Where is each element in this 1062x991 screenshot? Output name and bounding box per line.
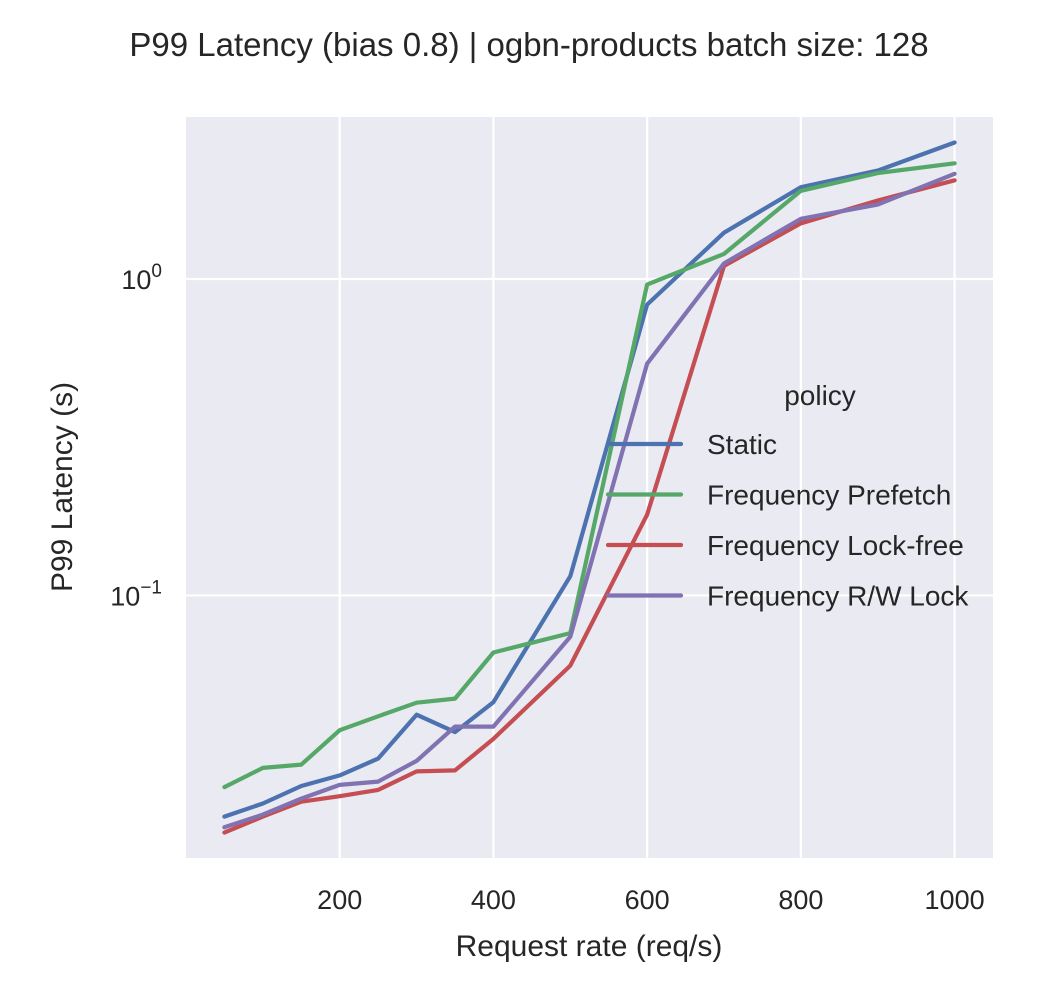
series-lines [222, 140, 957, 835]
x-tick-label: 800 [778, 885, 823, 915]
legend-label: Frequency R/W Lock [707, 581, 969, 612]
legend: policy Static Frequency Prefetch Frequency… [605, 380, 969, 612]
x-tick-label: 200 [317, 885, 362, 915]
legend-label: Frequency Prefetch [707, 480, 951, 511]
x-axis-label: Request rate (req/s) [456, 930, 723, 963]
grid [186, 117, 993, 858]
series-line-frequency-r-w-lock [222, 171, 957, 830]
x-tick-label: 400 [471, 885, 516, 915]
x-tick-label: 1000 [925, 885, 985, 915]
legend-label: Frequency Lock-free [707, 530, 964, 561]
y-tick-label: 10−1 [110, 577, 162, 611]
series-line-static [222, 140, 957, 819]
chart-title: P99 Latency (bias 0.8) | ogbn-products b… [129, 26, 928, 63]
x-tick-label: 600 [625, 885, 670, 915]
y-axis-label: P99 Latency (s) [46, 382, 79, 592]
series-line-frequency-lock-free [222, 178, 957, 835]
y-tick-label: 100 [121, 261, 162, 295]
plot-area [186, 117, 993, 858]
series-line-frequency-prefetch [222, 161, 957, 790]
x-axis-ticks: 200 400 600 800 1000 [317, 885, 984, 915]
legend-label: Static [707, 429, 777, 460]
y-axis-ticks: 10−1 100 [110, 261, 162, 611]
legend-title: policy [784, 380, 856, 411]
